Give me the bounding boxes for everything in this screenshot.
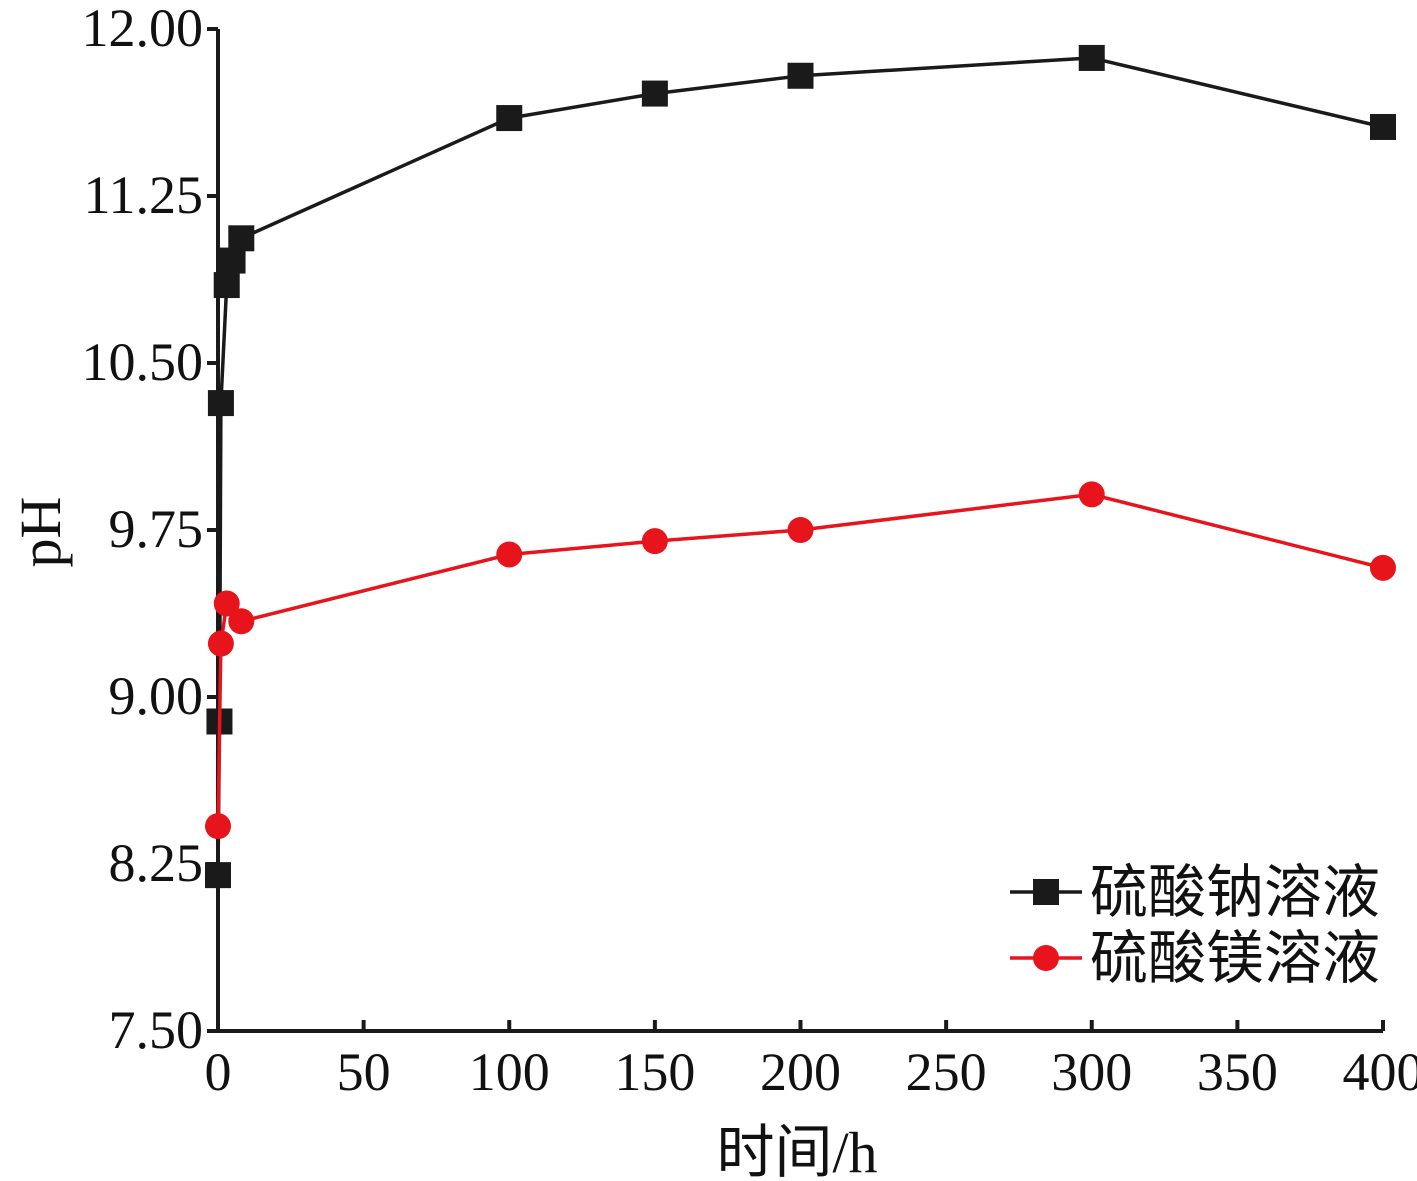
- data-point-circle: [213, 590, 240, 617]
- y-tick-label: 10.50: [82, 332, 204, 392]
- legend-marker: [1033, 945, 1059, 971]
- data-point-square: [1370, 113, 1396, 140]
- series-1: [205, 44, 1396, 889]
- x-tick-label: 150: [614, 1042, 695, 1102]
- data-point-circle: [1078, 481, 1105, 508]
- data-point-circle: [205, 813, 231, 840]
- data-point-square: [496, 105, 523, 132]
- x-tick-label: 0: [205, 1042, 232, 1102]
- series-2: [205, 481, 1396, 840]
- legend-label: 硫酸钠溶液: [1090, 858, 1380, 926]
- x-tick-label: 300: [1051, 1042, 1132, 1102]
- y-axis-ticks: 7.50 8.25 9.00 9.75 10.50 11.25 12.00: [82, 0, 218, 1060]
- data-point-square: [1078, 44, 1105, 71]
- x-axis-title: 时间/h: [716, 1120, 877, 1181]
- data-point-square: [219, 247, 246, 274]
- data-point-square: [228, 225, 255, 252]
- x-axis-ticks: 0 50 100 150 200 250 300 350 400: [205, 1020, 1417, 1102]
- x-tick-label: 250: [906, 1042, 987, 1102]
- data-point-square: [213, 272, 240, 299]
- data-point-square: [205, 862, 231, 889]
- x-tick-label: 50: [337, 1042, 391, 1102]
- data-point-square: [641, 80, 668, 107]
- data-point-circle: [1370, 554, 1396, 581]
- y-tick-label: 9.00: [109, 666, 204, 726]
- y-tick-label: 11.25: [84, 165, 204, 225]
- y-tick-label: 7.50: [109, 1000, 204, 1060]
- legend-label: 硫酸镁溶液: [1090, 924, 1380, 992]
- data-point-circle: [641, 528, 668, 555]
- legend-marker: [1033, 879, 1059, 905]
- data-series: [205, 44, 1396, 889]
- data-point-circle: [496, 541, 523, 568]
- y-tick-label: 8.25: [109, 833, 204, 893]
- x-tick-label: 400: [1343, 1042, 1417, 1102]
- data-point-square: [787, 62, 814, 89]
- series-line: [216, 56, 1384, 876]
- data-point-circle: [787, 517, 814, 543]
- x-tick-label: 100: [469, 1042, 550, 1102]
- y-axis-title: pH: [8, 497, 73, 568]
- data-point-square: [207, 390, 234, 417]
- series-line: [216, 492, 1384, 827]
- data-point-circle: [207, 630, 234, 657]
- y-tick-label: 9.75: [109, 499, 204, 559]
- y-tick-label: 12.00: [82, 0, 204, 58]
- x-tick-label: 200: [760, 1042, 841, 1102]
- x-tick-label: 350: [1197, 1042, 1278, 1102]
- data-point-circle: [228, 608, 255, 635]
